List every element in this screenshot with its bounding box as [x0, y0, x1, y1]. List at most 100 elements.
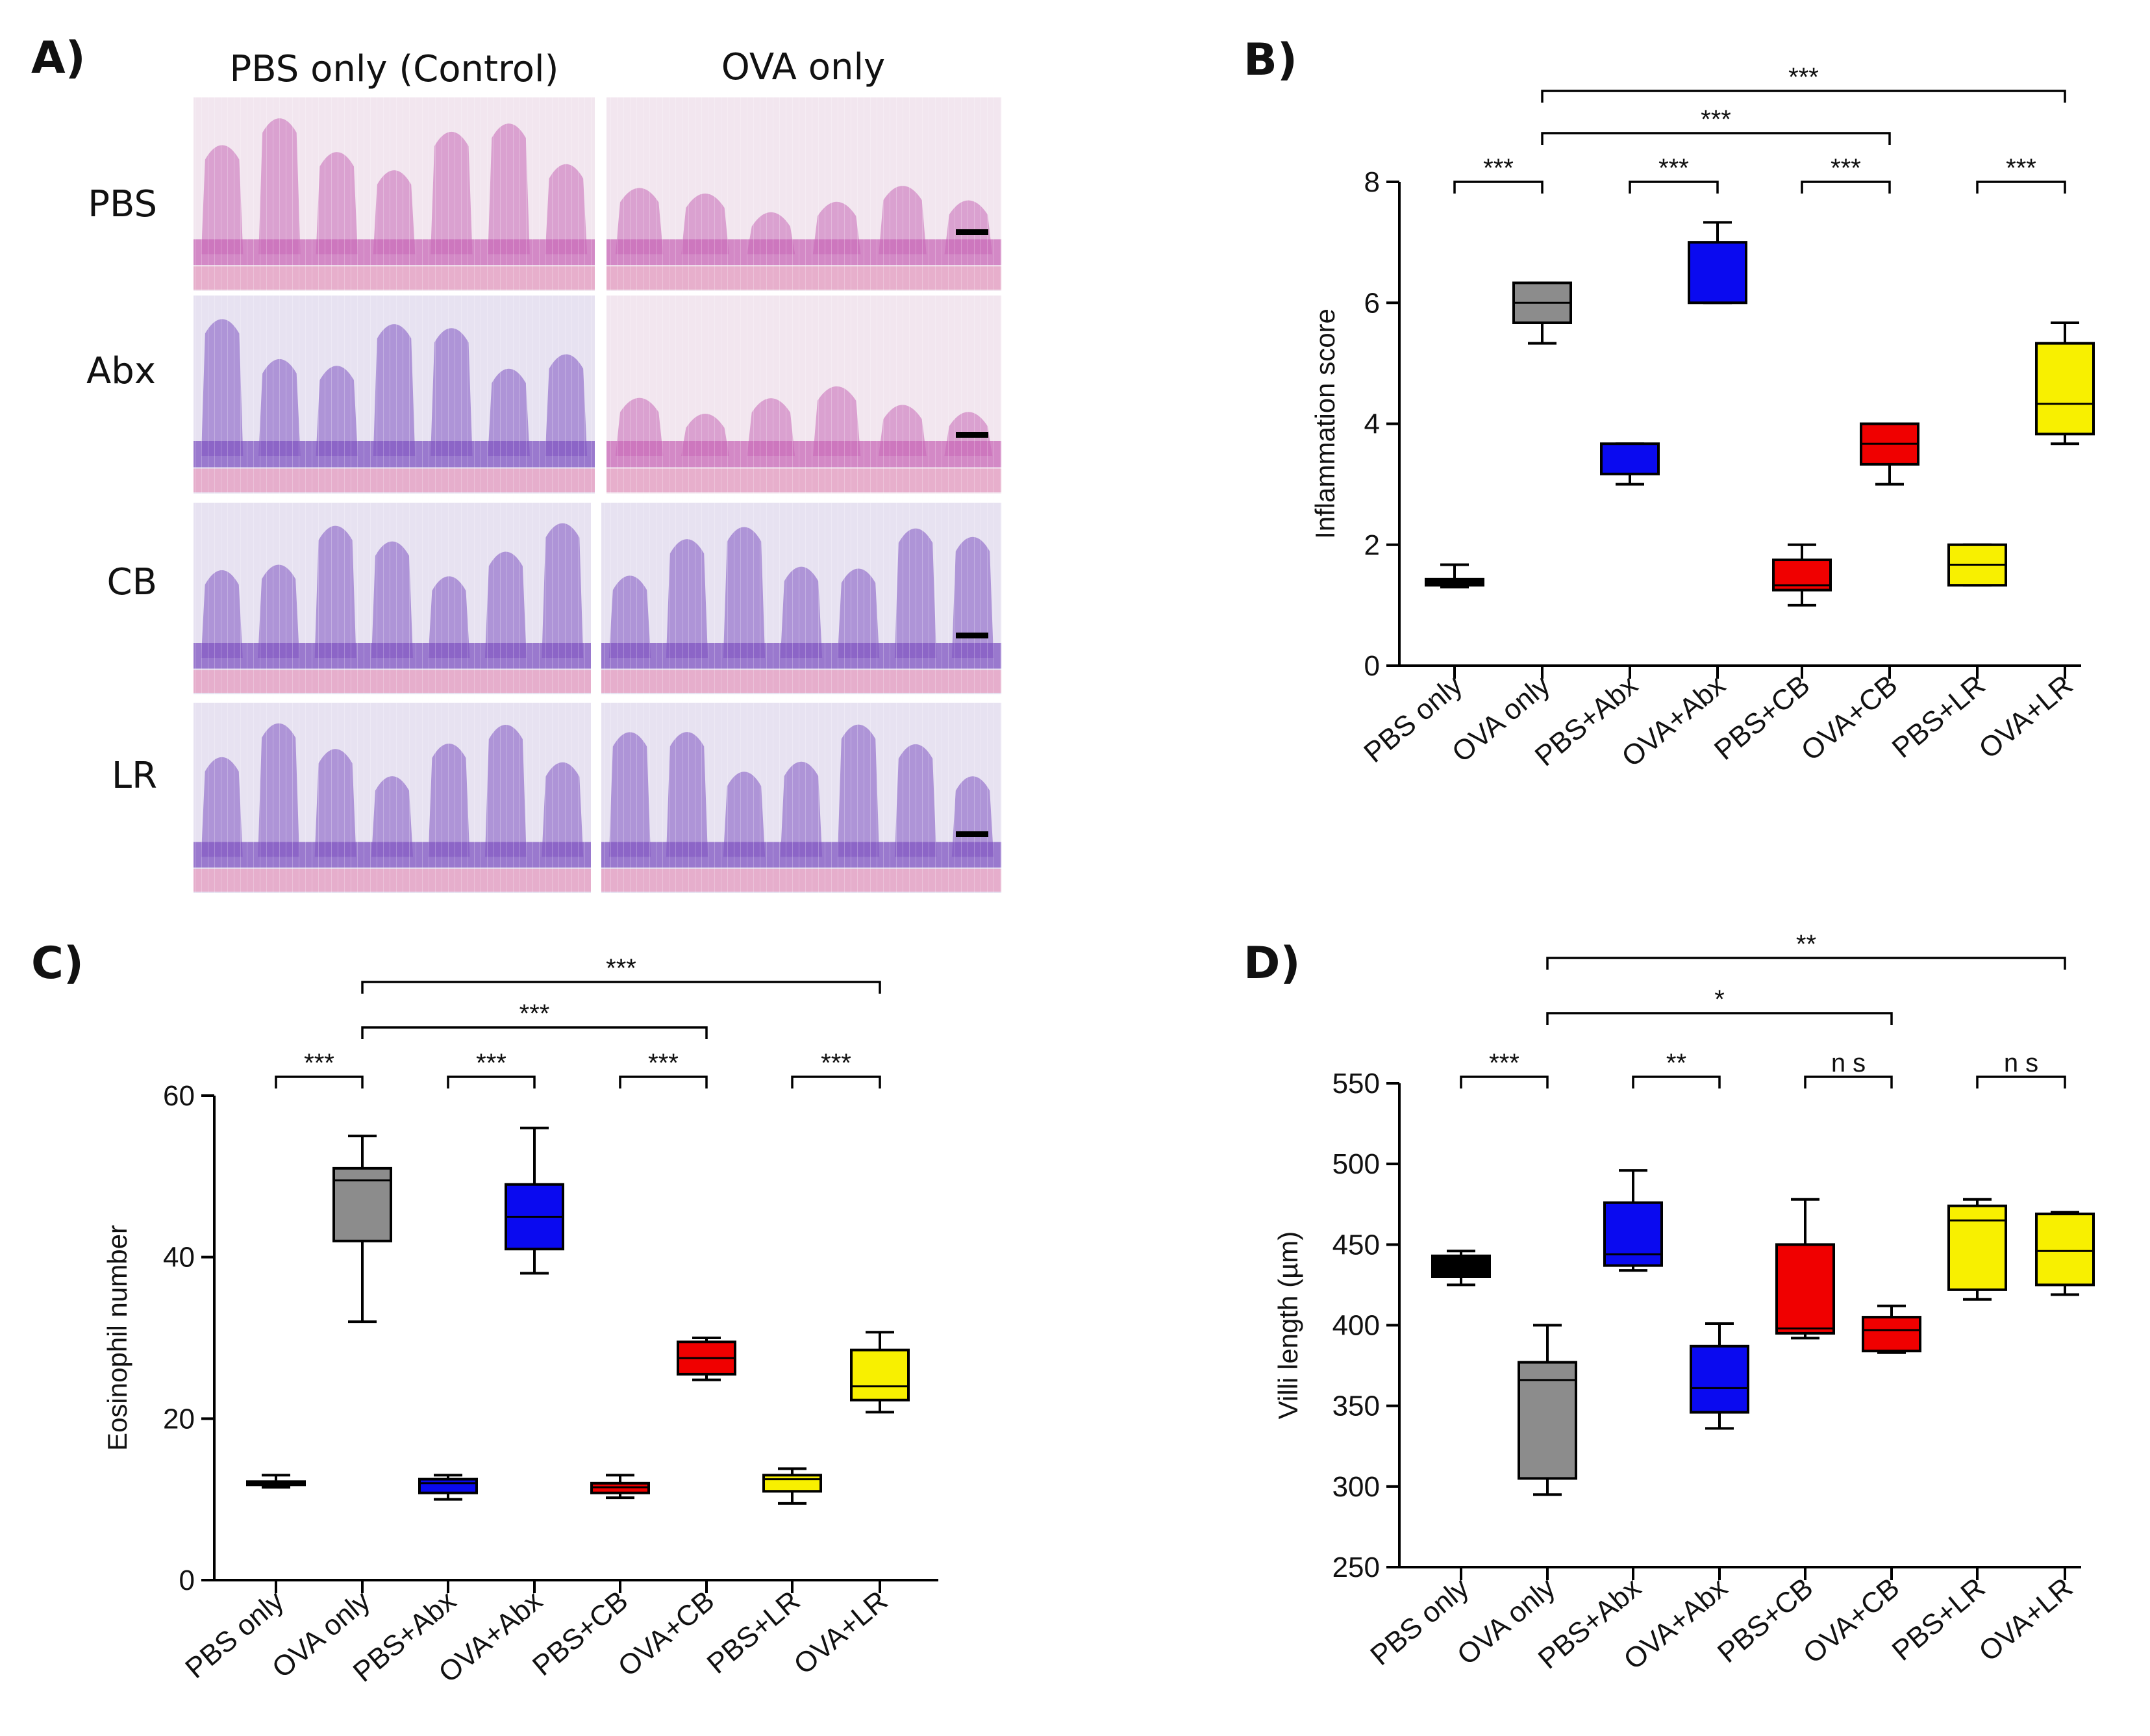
box-iqr: [1431, 1254, 1491, 1279]
bracket-line: [275, 1076, 364, 1088]
x-tick-label: PBS+LR: [1886, 1572, 1992, 1667]
significance-bracket: *: [1546, 985, 1893, 1025]
bracket-line: [1801, 181, 1891, 194]
y-axis-label: Inflammation score: [1310, 308, 1340, 539]
y-tick-label: 20: [163, 1403, 195, 1435]
box-iqr: [1775, 1243, 1835, 1335]
bracket-line: [1804, 1076, 1893, 1088]
bracket-line: [1976, 181, 2066, 194]
histology-tile-cb-ova: [601, 503, 1001, 694]
box-iqr: [332, 1166, 392, 1242]
significance-label: ***: [648, 1049, 679, 1077]
y-tick-label: 450: [1332, 1229, 1380, 1261]
x-tick-label: PBS only: [1358, 669, 1468, 769]
box-iqr: [1518, 1361, 1577, 1480]
x-tick-label: OVA+CB: [1795, 669, 1904, 767]
x-tick-label: OVA+LR: [788, 1585, 894, 1681]
y-tick-label: 4: [1364, 409, 1380, 440]
x-tick-label: PBS+LR: [701, 1585, 806, 1680]
box-ova-abx: [1688, 221, 1747, 305]
significance-bracket: ***: [275, 1049, 364, 1088]
bracket-line: [1460, 1076, 1549, 1088]
significance-label: ***: [1831, 154, 1861, 182]
histology-tile-lr-control: [194, 703, 591, 893]
bracket-line: [619, 1076, 708, 1088]
x-tick-label: OVA+LR: [1973, 1572, 2079, 1668]
significance-label: ***: [304, 1049, 334, 1077]
box-ova-abx: [1690, 1322, 1749, 1430]
significance-bracket: ***: [361, 1000, 708, 1039]
bracket-line: [361, 1026, 708, 1039]
significance-bracket: ***: [1541, 105, 1891, 145]
histology-tile-lr-ova: [601, 703, 1001, 893]
x-tick-label: OVA+CB: [1797, 1572, 1906, 1670]
x-tick-label: PBS only: [179, 1585, 290, 1685]
column-header-control: PBS only (Control): [230, 48, 559, 90]
bracket-line: [791, 1076, 881, 1088]
bracket-line: [1632, 1076, 1721, 1088]
box-ova-only: [1518, 1324, 1577, 1496]
box-iqr: [850, 1348, 910, 1402]
significance-bracket: ***: [1541, 63, 2066, 103]
histology-tile-abx-ova: [606, 296, 1001, 494]
box-pbs-abx: [418, 1474, 478, 1501]
box-pbs-only: [246, 1474, 306, 1489]
box-pbs-lr: [1947, 543, 2007, 587]
box-pbs-only: [1425, 563, 1484, 588]
significance-label: ***: [519, 1000, 550, 1028]
y-tick-label: 500: [1332, 1148, 1380, 1180]
box-iqr: [762, 1474, 822, 1493]
significance-label: **: [1796, 930, 1816, 959]
significance-bracket: ***: [1629, 154, 1719, 194]
y-tick-label: 6: [1364, 287, 1380, 319]
significance-label: n s: [1831, 1049, 1866, 1077]
significance-label: ***: [606, 954, 636, 983]
box-iqr: [2035, 342, 2095, 436]
box-ova-lr: [850, 1331, 910, 1414]
x-tick-label: PBS+CB: [1712, 1572, 1819, 1669]
histology-tile-pbs-ova: [606, 97, 1001, 291]
panel-a-label: A): [31, 32, 86, 84]
y-tick-label: 40: [163, 1242, 195, 1274]
significance-label: ***: [821, 1049, 851, 1077]
y-tick-label: 250: [1332, 1552, 1380, 1583]
significance-bracket: n s: [1804, 1049, 1893, 1088]
box-iqr: [1600, 442, 1660, 475]
column-header-ova: OVA only: [721, 46, 885, 88]
significance-bracket: n s: [1976, 1049, 2066, 1088]
box-ova-only: [1512, 281, 1572, 345]
significance-bracket: ***: [1801, 154, 1891, 194]
bracket-line: [1541, 90, 2066, 103]
box-iqr: [1688, 241, 1747, 305]
y-tick-label: 350: [1332, 1390, 1380, 1422]
histology-tile-pbs-control: [194, 97, 595, 291]
significance-bracket: ***: [791, 1049, 881, 1088]
row-label-lr: LR: [112, 755, 157, 797]
x-tick-label: OVA+LR: [1973, 669, 2079, 765]
histology-tiles: [194, 97, 1001, 893]
box-iqr: [1690, 1344, 1749, 1414]
row-label-abx: Abx: [86, 350, 156, 392]
box-ova-abx: [505, 1126, 564, 1275]
box-ova-cb: [677, 1337, 736, 1381]
significance-bracket: ***: [619, 1049, 708, 1088]
box-pbs-only: [1431, 1250, 1491, 1287]
chart-d: D) 250 300 350 400 450 500 550 Villi length (µm)…: [1244, 930, 2095, 1676]
box-pbs-cb: [590, 1474, 650, 1500]
significance-bracket: ***: [361, 954, 881, 994]
significance-bracket: **: [1546, 930, 2066, 970]
y-tick-label: 300: [1332, 1471, 1380, 1503]
scale-bar: [956, 432, 988, 438]
significance-label: ***: [1788, 63, 1819, 92]
significance-bracket: ***: [1453, 154, 1544, 194]
bracket-line: [447, 1076, 536, 1088]
box-iqr: [1947, 1204, 2007, 1291]
box-iqr: [2035, 1213, 2095, 1287]
significance-label: *: [1714, 985, 1725, 1014]
y-tick-label: 2: [1364, 529, 1380, 561]
significance-bracket: **: [1632, 1049, 1721, 1088]
bracket-line: [1453, 181, 1544, 194]
x-tick-label: PBS+CB: [1708, 669, 1816, 766]
